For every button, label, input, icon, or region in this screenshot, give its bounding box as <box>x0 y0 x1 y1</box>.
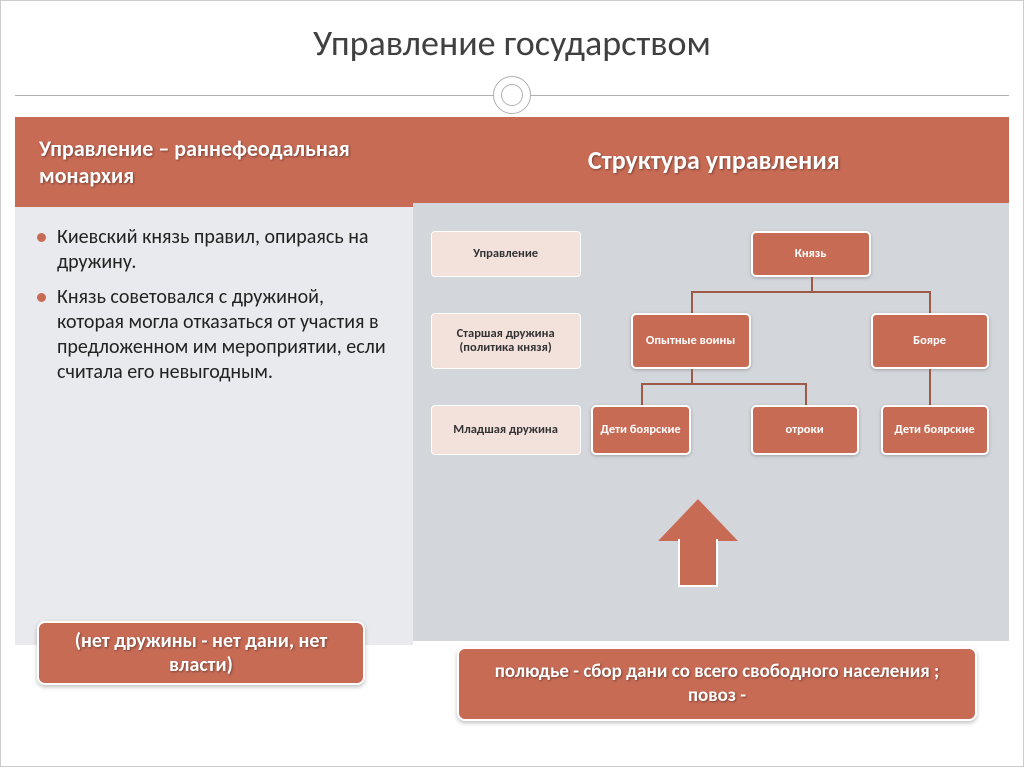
connector <box>929 369 931 405</box>
node-boyar-children-left: Дети боярские <box>591 405 691 455</box>
row-label-junior-druzhina: Младшая дружина <box>431 405 581 455</box>
connector <box>691 369 693 383</box>
slide: Управление государством Управление – ран… <box>0 0 1024 767</box>
right-body: Управление Князь Старшая дружина (полити… <box>413 203 1009 641</box>
bullet-item: Киевский князь правил, опираясь на дружи… <box>33 225 395 275</box>
left-header: Управление – раннефеодальная монархия <box>15 117 413 207</box>
callout-polyudye: полюдье - сбор дани со всего свободного … <box>457 647 977 721</box>
bullet-item: Князь советовался с дружиной, которая мо… <box>33 285 395 385</box>
connector <box>641 383 643 405</box>
column-left: Управление – раннефеодальная монархия Ки… <box>15 117 413 645</box>
connector <box>805 383 807 405</box>
connector <box>929 291 931 313</box>
right-header: Структура управления <box>413 117 1009 203</box>
connector <box>691 291 693 313</box>
bullet-list: Киевский князь правил, опираясь на дружи… <box>33 225 395 385</box>
connector <box>691 291 931 293</box>
callout-no-druzhina: (нет дружины - нет дани, нет власти) <box>37 621 365 685</box>
node-prince: Князь <box>751 231 871 277</box>
node-otroki: отроки <box>751 405 859 455</box>
row-label-management: Управление <box>431 231 581 277</box>
node-boyar-children-right: Дети боярские <box>881 405 989 455</box>
title-divider <box>15 75 1009 115</box>
node-boyars: Бояре <box>871 313 989 369</box>
row-label-senior-druzhina: Старшая дружина (политика князя) <box>431 313 581 369</box>
slide-inner: Управление государством Управление – ран… <box>15 15 1009 752</box>
divider-circle-inner <box>501 84 523 106</box>
column-right: Структура управления Управление Князь Ст… <box>413 117 1009 645</box>
hierarchy-chart: Управление Князь Старшая дружина (полити… <box>431 221 991 521</box>
connector <box>641 383 807 385</box>
left-body: Киевский князь правил, опираясь на дружи… <box>15 207 413 645</box>
columns: Управление – раннефеодальная монархия Ки… <box>15 117 1009 645</box>
page-title: Управление государством <box>15 15 1009 71</box>
up-arrow-icon <box>658 499 738 589</box>
node-veterans: Опытные воины <box>631 313 751 369</box>
connector <box>811 277 813 291</box>
